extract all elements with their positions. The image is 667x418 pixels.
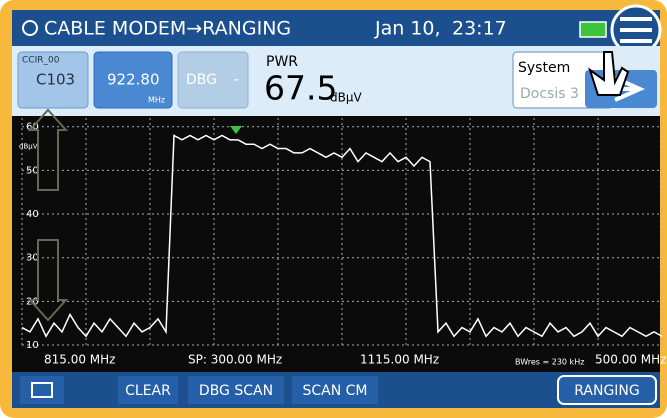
- menu-icon: [620, 17, 652, 43]
- toolbar-button-label: SCAN CM: [302, 383, 367, 399]
- frequency-box[interactable]: [93, 51, 173, 109]
- frequency-value: 922.80: [107, 71, 160, 89]
- toolbar-button[interactable]: [557, 375, 657, 405]
- bw-label: BWres = 230 kHz: [515, 358, 584, 367]
- y-tick-label: 10: [26, 340, 39, 351]
- power-value: 67.5: [264, 69, 337, 108]
- y-tick-label: 50: [26, 165, 39, 176]
- header-bar: [12, 10, 660, 46]
- battery: [579, 21, 607, 38]
- toolbar-button-label: CLEAR: [125, 383, 171, 399]
- camera-icon: [31, 382, 53, 398]
- down-arrow: [27, 239, 69, 322]
- date: Jan 10,: [374, 18, 441, 40]
- power-label: PWR: [266, 54, 298, 70]
- channel-label: CCIR_00: [22, 56, 60, 66]
- frequency-unit: MHz: [148, 96, 165, 105]
- toolbar-button-label: DBG SCAN: [199, 383, 273, 399]
- toolbar-buttons: CLEAR DBG SCAN SCAN CM RANGING: [118, 375, 657, 405]
- toolbar-button[interactable]: [292, 376, 378, 404]
- channel-value: C103: [36, 71, 75, 89]
- toolbar-button[interactable]: [188, 376, 284, 404]
- y-tick-label: 30: [26, 253, 39, 264]
- y-tick-label: 40: [26, 209, 39, 220]
- icon: [22, 20, 38, 36]
- peak-marker: [230, 126, 242, 134]
- y-unit: dBµV: [19, 143, 38, 151]
- channel-box[interactable]: [17, 51, 89, 109]
- toolbar-button-label: RANGING: [574, 383, 640, 399]
- dbg-label: DBG: [186, 72, 217, 88]
- title: CABLE MODEM→RANGING: [44, 18, 291, 40]
- span-label: SP: 300.00 MHz: [188, 353, 282, 367]
- time: 23:17: [452, 18, 507, 40]
- start-label: 815.00 MHz: [44, 353, 115, 367]
- spectrum-trace: [21, 134, 663, 338]
- system-label: System: [518, 60, 570, 76]
- camera-button[interactable]: [20, 376, 64, 404]
- ref-label: 500.00 MHz: [595, 353, 666, 367]
- up-arrow: [27, 108, 69, 191]
- power-unit: dBµV: [330, 91, 362, 105]
- system-value: Docsis 3: [520, 86, 579, 102]
- hand-pointer: [588, 51, 630, 96]
- toolbar-button[interactable]: [118, 376, 178, 404]
- dbg-box[interactable]: [177, 51, 249, 109]
- marker-label: 1115.00 MHz: [360, 353, 439, 367]
- dbg-value: -: [234, 72, 239, 88]
